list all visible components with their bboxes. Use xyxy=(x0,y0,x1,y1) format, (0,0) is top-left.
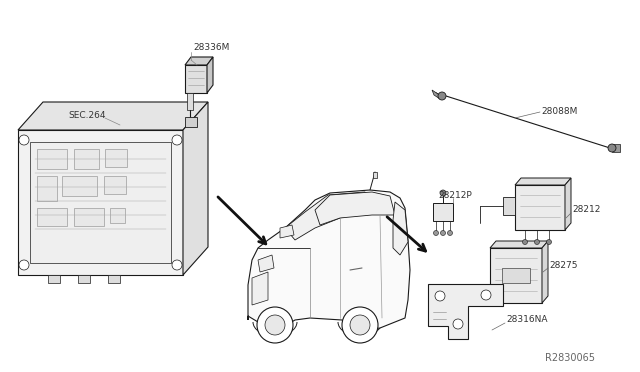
Polygon shape xyxy=(515,178,571,185)
Polygon shape xyxy=(18,102,208,130)
Polygon shape xyxy=(187,93,193,110)
Polygon shape xyxy=(108,275,120,283)
Circle shape xyxy=(547,240,552,244)
Polygon shape xyxy=(74,149,99,169)
Polygon shape xyxy=(185,57,213,65)
Polygon shape xyxy=(185,117,197,127)
Circle shape xyxy=(19,135,29,145)
Circle shape xyxy=(608,144,616,152)
Polygon shape xyxy=(37,176,57,201)
Polygon shape xyxy=(502,268,530,283)
Text: 28088M: 28088M xyxy=(541,108,577,116)
Polygon shape xyxy=(565,178,571,230)
Text: 28275: 28275 xyxy=(549,260,577,269)
Circle shape xyxy=(265,315,285,335)
Polygon shape xyxy=(30,142,171,263)
Polygon shape xyxy=(490,241,548,248)
Polygon shape xyxy=(248,190,410,330)
Polygon shape xyxy=(183,102,208,275)
Polygon shape xyxy=(258,255,274,272)
Circle shape xyxy=(522,240,527,244)
Polygon shape xyxy=(252,272,268,305)
Polygon shape xyxy=(515,185,565,230)
Circle shape xyxy=(453,319,463,329)
Polygon shape xyxy=(78,275,90,283)
Text: SEC.264: SEC.264 xyxy=(68,110,106,119)
Polygon shape xyxy=(490,248,542,303)
Polygon shape xyxy=(110,208,125,223)
Polygon shape xyxy=(37,208,67,226)
Polygon shape xyxy=(207,57,213,93)
Polygon shape xyxy=(37,149,67,169)
Polygon shape xyxy=(74,208,104,226)
Polygon shape xyxy=(428,284,503,339)
Circle shape xyxy=(350,315,370,335)
Polygon shape xyxy=(48,275,60,283)
Circle shape xyxy=(433,231,438,235)
Polygon shape xyxy=(285,192,368,240)
Polygon shape xyxy=(315,192,395,225)
Circle shape xyxy=(435,291,445,301)
Polygon shape xyxy=(185,65,207,93)
Polygon shape xyxy=(433,203,453,221)
Polygon shape xyxy=(503,197,515,215)
Circle shape xyxy=(447,231,452,235)
Polygon shape xyxy=(373,172,377,178)
Text: 28212P: 28212P xyxy=(438,190,472,199)
Polygon shape xyxy=(542,241,548,303)
Polygon shape xyxy=(393,202,408,255)
Circle shape xyxy=(257,307,293,343)
Circle shape xyxy=(342,307,378,343)
Polygon shape xyxy=(105,149,127,167)
Polygon shape xyxy=(62,176,97,196)
Polygon shape xyxy=(432,90,440,99)
Circle shape xyxy=(172,260,182,270)
Polygon shape xyxy=(104,176,126,194)
Circle shape xyxy=(19,260,29,270)
Polygon shape xyxy=(280,225,294,238)
Circle shape xyxy=(438,92,446,100)
Text: 28336M: 28336M xyxy=(193,44,229,52)
Text: R2830065: R2830065 xyxy=(545,353,595,363)
Polygon shape xyxy=(612,144,620,152)
Text: 28212: 28212 xyxy=(572,205,600,215)
Circle shape xyxy=(481,290,491,300)
Polygon shape xyxy=(18,130,183,275)
Circle shape xyxy=(440,231,445,235)
Circle shape xyxy=(172,135,182,145)
Text: 28316NA: 28316NA xyxy=(506,315,547,324)
Circle shape xyxy=(440,190,446,196)
Circle shape xyxy=(534,240,540,244)
